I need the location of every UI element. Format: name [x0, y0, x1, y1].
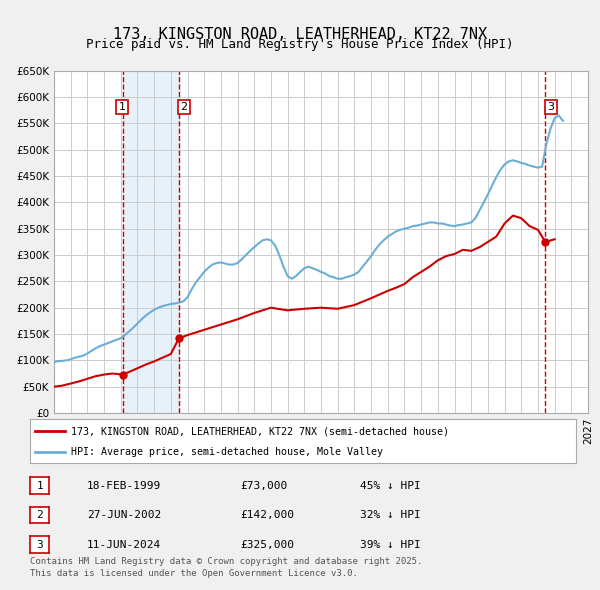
Text: 18-FEB-1999: 18-FEB-1999 — [87, 481, 161, 490]
Text: 2: 2 — [181, 101, 188, 112]
Text: 39% ↓ HPI: 39% ↓ HPI — [360, 540, 421, 549]
Text: 1: 1 — [118, 101, 125, 112]
Text: 173, KINGSTON ROAD, LEATHERHEAD, KT22 7NX (semi-detached house): 173, KINGSTON ROAD, LEATHERHEAD, KT22 7N… — [71, 427, 449, 436]
Text: 27-JUN-2002: 27-JUN-2002 — [87, 510, 161, 520]
Text: Contains HM Land Registry data © Crown copyright and database right 2025.: Contains HM Land Registry data © Crown c… — [30, 558, 422, 566]
Text: 173, KINGSTON ROAD, LEATHERHEAD, KT22 7NX: 173, KINGSTON ROAD, LEATHERHEAD, KT22 7N… — [113, 27, 487, 41]
Text: £325,000: £325,000 — [240, 540, 294, 549]
Text: 11-JUN-2024: 11-JUN-2024 — [87, 540, 161, 549]
Text: This data is licensed under the Open Government Licence v3.0.: This data is licensed under the Open Gov… — [30, 569, 358, 578]
Text: 32% ↓ HPI: 32% ↓ HPI — [360, 510, 421, 520]
Text: 3: 3 — [36, 540, 43, 549]
Bar — [123, 71, 179, 413]
Text: £142,000: £142,000 — [240, 510, 294, 520]
Text: Price paid vs. HM Land Registry's House Price Index (HPI): Price paid vs. HM Land Registry's House … — [86, 38, 514, 51]
Text: 3: 3 — [548, 101, 554, 112]
Text: 1: 1 — [36, 481, 43, 490]
Text: 2: 2 — [36, 510, 43, 520]
Text: 45% ↓ HPI: 45% ↓ HPI — [360, 481, 421, 490]
Text: £73,000: £73,000 — [240, 481, 287, 490]
Text: HPI: Average price, semi-detached house, Mole Valley: HPI: Average price, semi-detached house,… — [71, 447, 383, 457]
